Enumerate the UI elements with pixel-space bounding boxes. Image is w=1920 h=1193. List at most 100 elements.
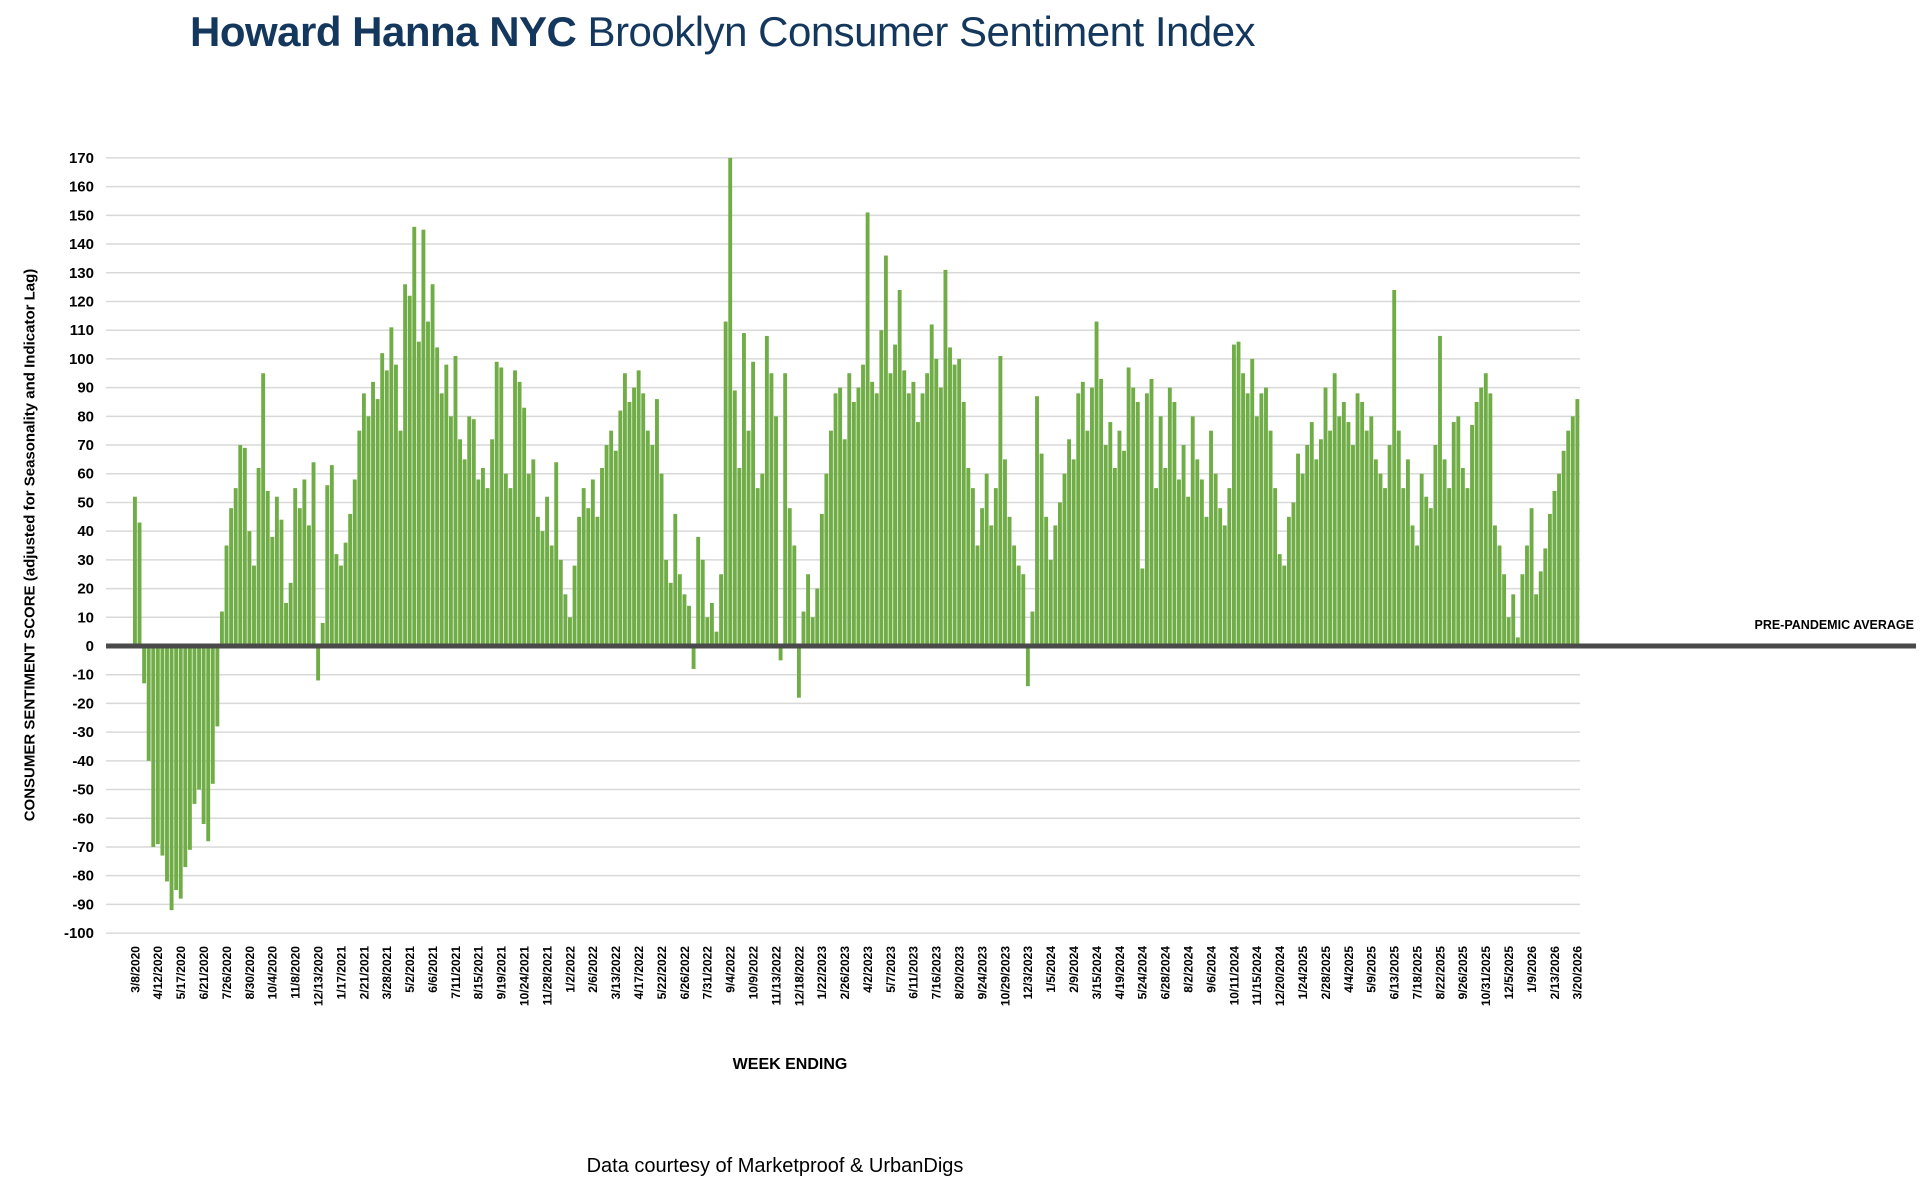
bar: [1451, 422, 1456, 646]
bar: [824, 473, 829, 646]
bar: [270, 536, 275, 646]
bar: [938, 387, 943, 646]
y-tick-label: -30: [72, 724, 94, 741]
bar: [554, 462, 559, 646]
y-tick-label: 50: [77, 494, 94, 511]
bar: [1511, 594, 1516, 646]
y-tick-label: 130: [69, 265, 94, 282]
bar: [842, 439, 847, 646]
bar: [233, 488, 238, 647]
x-tick-label: 7/26/2020: [220, 946, 234, 1000]
bar: [1332, 373, 1337, 646]
x-tick-label: 8/15/2021: [472, 946, 486, 1000]
bar: [398, 430, 403, 646]
x-tick-label: 6/28/2024: [1159, 946, 1173, 1000]
y-tick-label: -90: [72, 896, 94, 913]
bar: [883, 255, 888, 647]
bar: [238, 445, 243, 646]
bar: [622, 373, 627, 646]
y-tick-label: 110: [70, 322, 94, 339]
bar: [1543, 548, 1548, 646]
bar: [888, 373, 893, 646]
bar: [572, 565, 577, 646]
x-tick-label: 9/19/2021: [495, 946, 509, 1000]
bar: [1520, 574, 1525, 647]
bar: [1369, 416, 1374, 646]
bar: [1158, 416, 1163, 646]
bar: [1286, 516, 1291, 646]
bar: [439, 393, 444, 646]
bar: [590, 479, 595, 646]
bar: [755, 488, 760, 647]
bar: [375, 399, 380, 646]
x-tick-label: 4/17/2022: [632, 946, 646, 1000]
bar: [403, 284, 408, 646]
bar: [471, 419, 476, 646]
x-tick-label: 5/2/2021: [403, 946, 417, 993]
bar: [966, 468, 971, 646]
bar: [1401, 488, 1406, 647]
page-title-brand: Howard Hanna NYC: [190, 8, 577, 55]
bar: [535, 516, 540, 646]
y-tick-label: -10: [72, 667, 94, 684]
bar: [325, 485, 330, 646]
bar: [1424, 496, 1429, 646]
x-tick-label: 7/18/2025: [1410, 946, 1424, 1000]
x-tick-label: 11/15/2024: [1250, 946, 1264, 1006]
bar: [453, 356, 458, 646]
bar: [1570, 416, 1575, 646]
bar: [581, 488, 586, 647]
bar: [540, 531, 545, 646]
bar: [787, 508, 792, 646]
bar: [1154, 488, 1159, 647]
x-tick-label: 2/28/2025: [1319, 946, 1333, 1000]
bar: [1003, 459, 1007, 646]
bar: [545, 496, 549, 646]
bar: [925, 373, 930, 646]
x-tick-label: 8/22/2025: [1433, 946, 1447, 1000]
bar: [957, 358, 962, 646]
bar: [984, 473, 989, 646]
x-tick-label: 2/13/2026: [1548, 946, 1562, 1000]
bar: [1415, 545, 1420, 646]
bar: [361, 393, 366, 646]
bar: [1149, 379, 1154, 646]
y-tick-label: 60: [77, 466, 94, 483]
bar: [1085, 430, 1090, 646]
bar: [485, 488, 490, 647]
bar: [897, 290, 902, 646]
bar: [549, 545, 554, 646]
bar: [1167, 387, 1172, 646]
bar: [169, 646, 174, 911]
bar: [1383, 488, 1387, 647]
bar: [1199, 479, 1204, 646]
bar: [714, 631, 719, 646]
page-title: Howard Hanna NYC Brooklyn Consumer Senti…: [190, 8, 1256, 56]
x-tick-label: 5/24/2024: [1136, 946, 1150, 1000]
bar: [187, 646, 192, 850]
bar: [206, 646, 211, 842]
bar: [1250, 358, 1255, 646]
bar: [700, 559, 705, 646]
bar: [316, 646, 321, 681]
bar: [742, 333, 746, 646]
bar: [1222, 525, 1227, 646]
bar: [1277, 554, 1282, 646]
bar: [288, 582, 293, 646]
bar: [137, 522, 142, 646]
y-tick-label: -80: [72, 868, 94, 885]
bar: [1534, 594, 1539, 646]
bar: [682, 594, 687, 646]
bar: [389, 327, 394, 646]
bar: [737, 468, 742, 646]
x-tick-label: 6/26/2022: [678, 946, 692, 1000]
bar: [357, 430, 362, 646]
x-tick-label: 3/8/2020: [128, 946, 142, 993]
bar: [874, 393, 879, 646]
bar: [600, 468, 604, 646]
bar: [632, 387, 636, 646]
bar: [1309, 422, 1314, 646]
x-tick-label: 2/21/2021: [357, 946, 371, 1000]
